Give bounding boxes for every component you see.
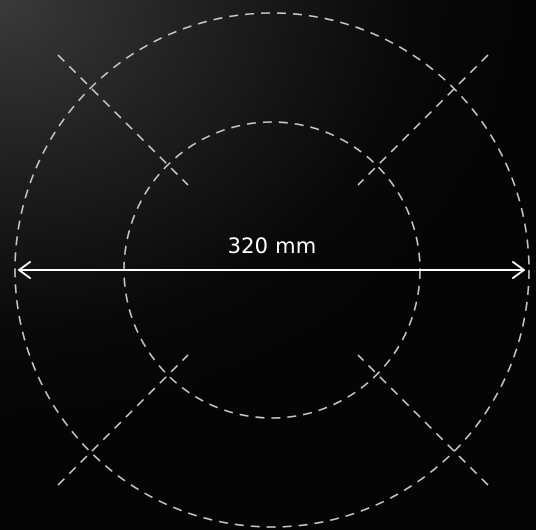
arrow-head-left-icon xyxy=(18,261,31,279)
diagonal-guide-bottom-left xyxy=(57,354,189,486)
arrow-head-right-icon xyxy=(512,261,525,279)
outer-zone-circle xyxy=(14,12,530,528)
diameter-label: 320 mm xyxy=(227,234,317,258)
diagonal-guide-top-right xyxy=(357,54,489,186)
diagonal-guide-top-left xyxy=(57,54,189,186)
